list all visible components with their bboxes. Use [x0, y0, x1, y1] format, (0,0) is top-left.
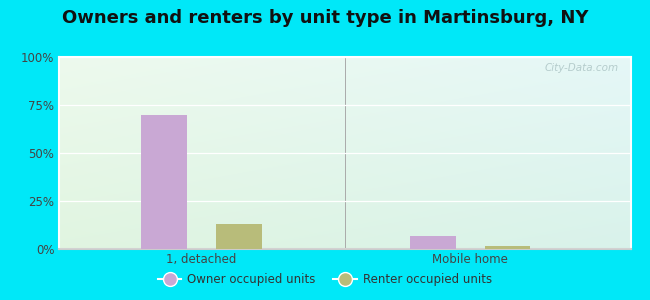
Bar — [216, 224, 261, 249]
Bar — [410, 236, 456, 249]
Bar — [485, 246, 530, 249]
Text: City-Data.com: City-Data.com — [545, 63, 619, 73]
Bar — [142, 115, 187, 249]
Legend: Owner occupied units, Renter occupied units: Owner occupied units, Renter occupied un… — [153, 269, 497, 291]
Text: Owners and renters by unit type in Martinsburg, NY: Owners and renters by unit type in Marti… — [62, 9, 588, 27]
